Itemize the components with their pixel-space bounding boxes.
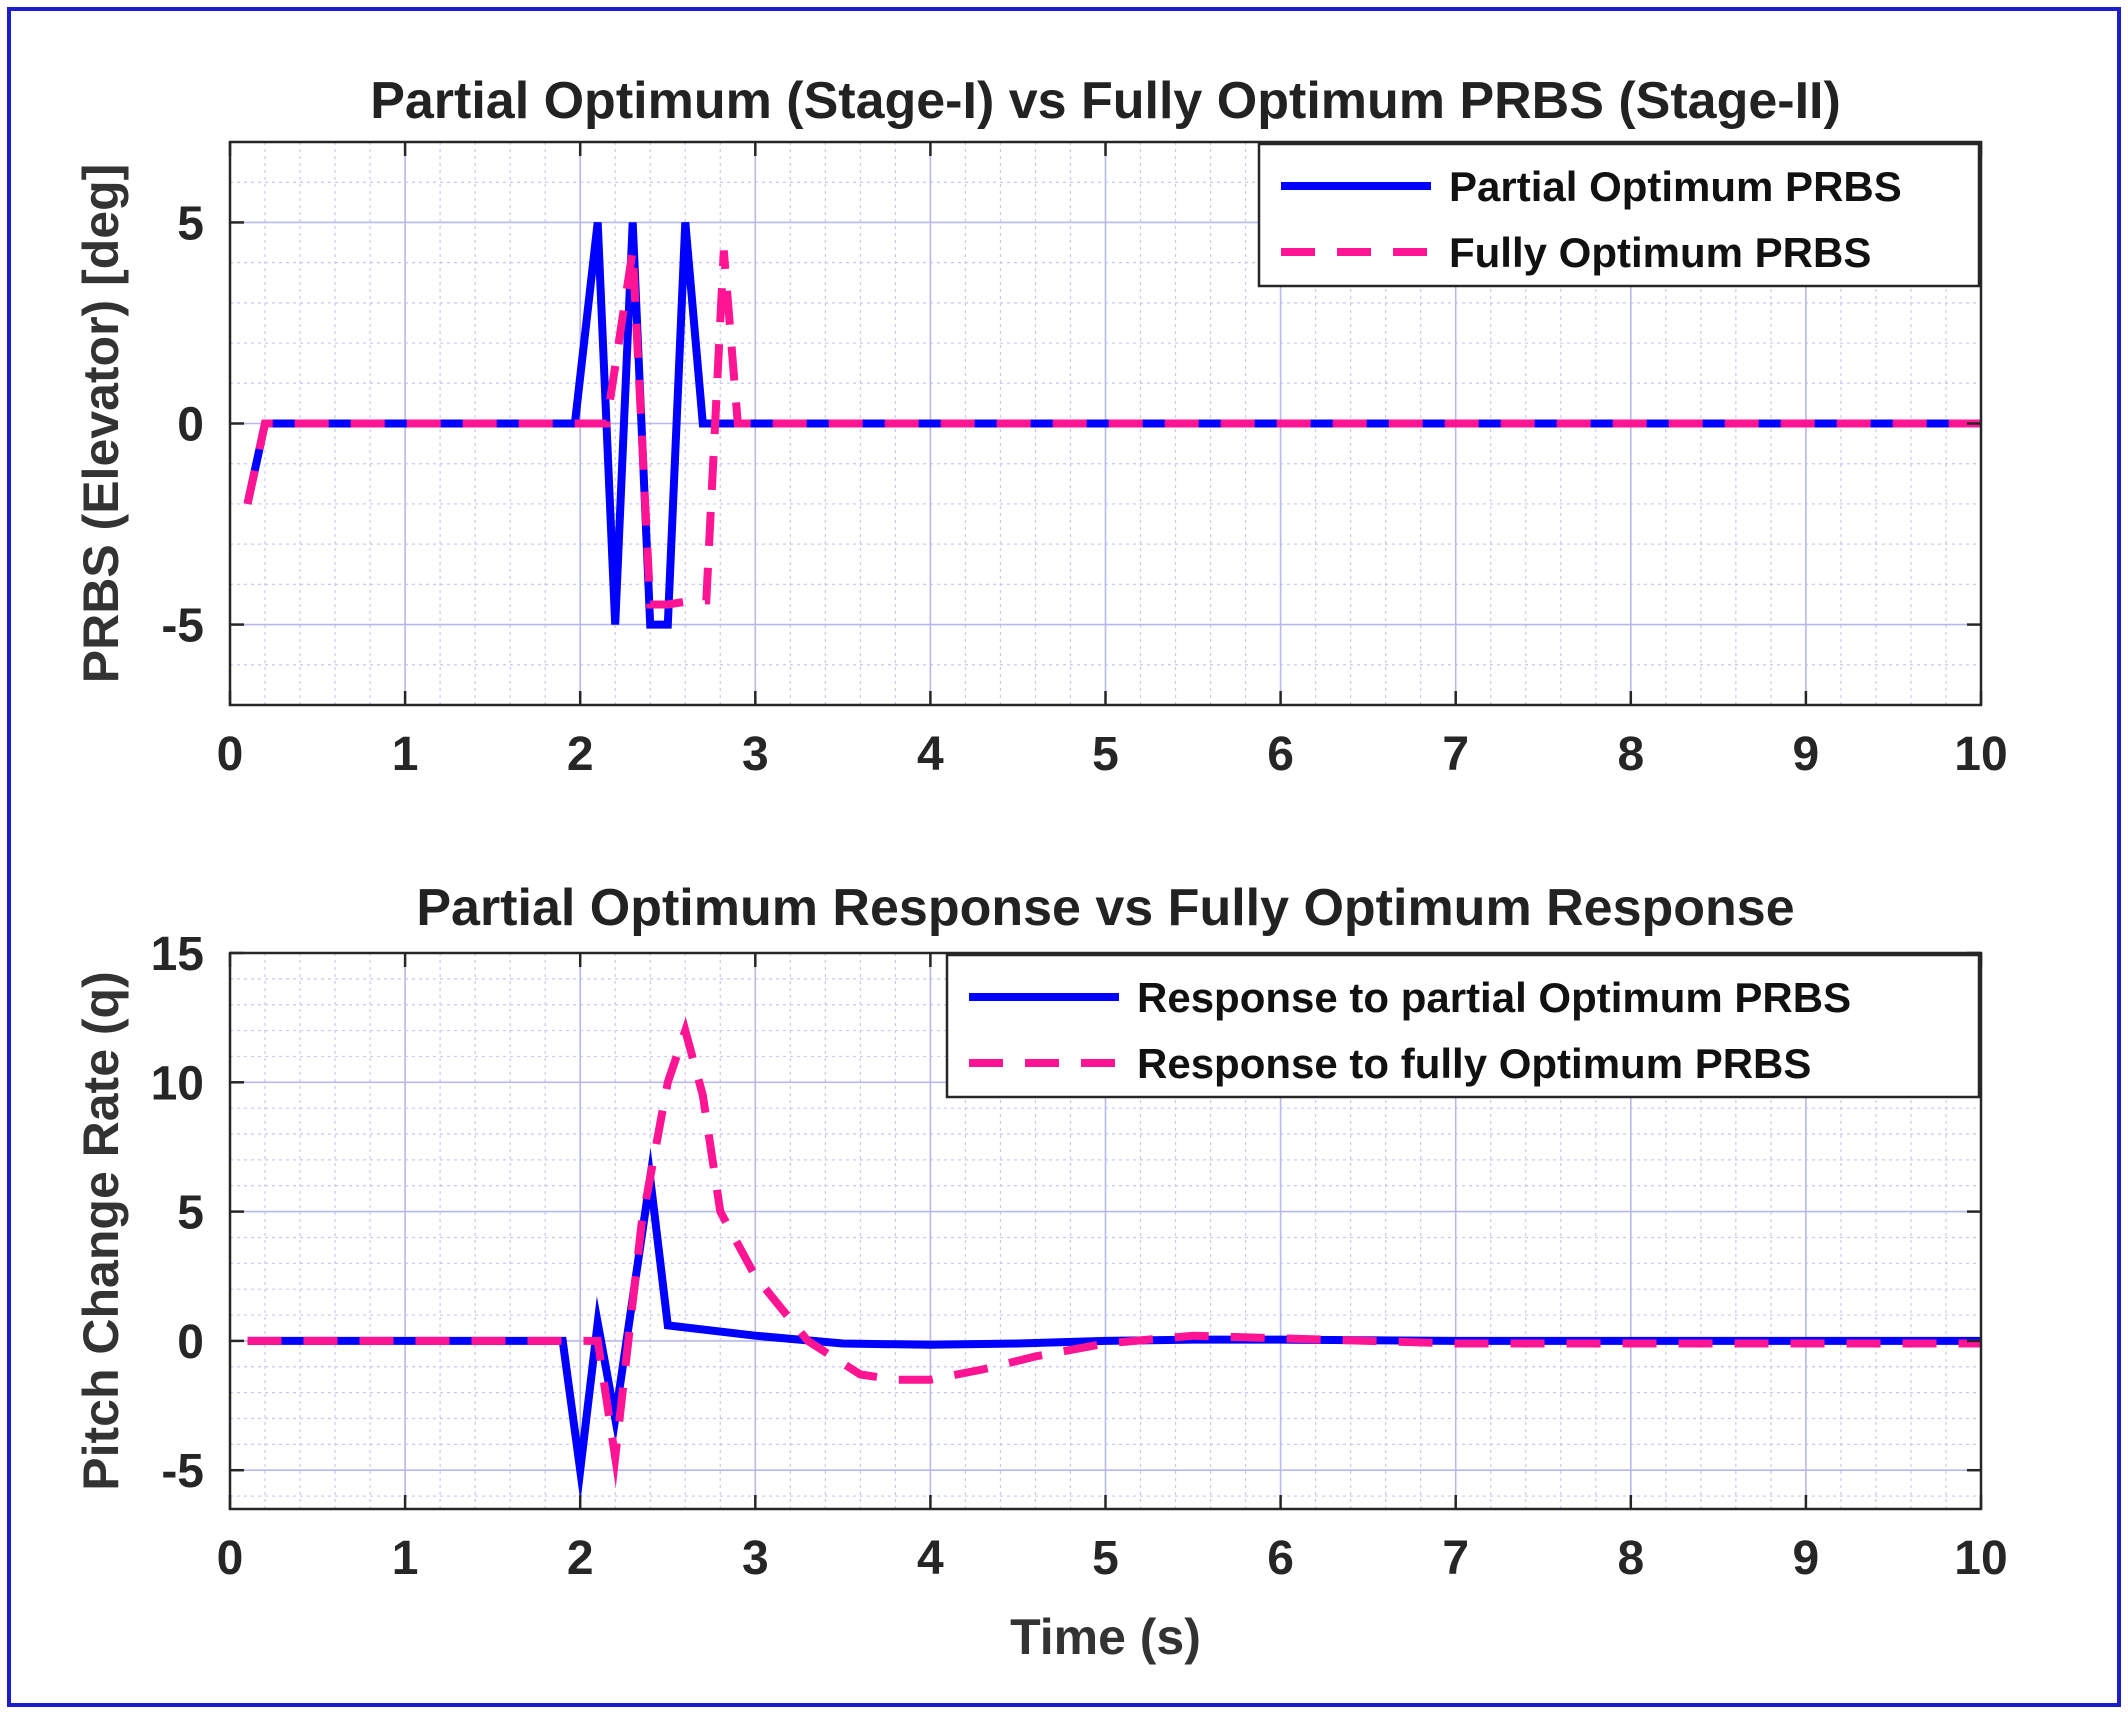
series-line-2 [247,1016,1981,1488]
x-tick-label: 0 [217,728,244,781]
y-tick-label: 0 [177,399,204,452]
x-tick-label: 8 [1617,728,1644,781]
x-tick-label: 7 [1442,1532,1469,1585]
y-tick-label: 0 [177,1316,204,1369]
x-tick-label: 3 [742,1532,769,1585]
legend: Response to partial Optimum PRBS Response… [945,953,1981,1099]
y-tick-label: -5 [161,600,204,653]
chart-title: Partial Optimum Response vs Fully Optimu… [416,879,1794,937]
y-tick-label: 10 [151,1057,204,1110]
x-tick-label: 4 [917,728,944,781]
x-tick-label: 0 [217,1532,244,1585]
legend-entry-1: Partial Optimum PRBS [1449,163,1902,210]
y-axis-label: PRBS (Elevator) [deg] [73,164,129,684]
x-tick-label: 1 [392,728,419,781]
x-tick-label: 10 [1954,1532,2007,1585]
legend-box [945,953,1981,1099]
x-tick-label: 2 [567,1532,594,1585]
y-tick-label: 5 [177,1187,204,1240]
y-tick-label: 5 [177,197,204,250]
x-tick-label: 6 [1267,728,1294,781]
legend-box [1257,142,1981,288]
y-axis-label: Pitch Change Rate (q) [73,971,129,1490]
x-axis-label: Time (s) [1010,1609,1201,1665]
x-tick-label: 5 [1092,1532,1119,1585]
series-line-2 [243,250,1981,609]
legend: Partial Optimum PRBS Fully Optimum PRBS [1257,142,1981,288]
x-tick-label: 2 [567,728,594,781]
x-tick-label: 4 [917,1532,944,1585]
x-tick-label: 1 [392,1532,419,1585]
x-tick-label: 9 [1793,728,1820,781]
x-tick-label: 9 [1793,1532,1820,1585]
chart-1: 0 1 2 3 4 5 6 7 8 9 10 -5 0 5 Partial Optimum (Stage-I… [73,72,2008,781]
x-tick-label: 10 [1954,728,2007,781]
x-tick-label: 7 [1442,728,1469,781]
legend-entry-2: Fully Optimum PRBS [1449,229,1871,276]
x-tick-label: 6 [1267,1532,1294,1585]
y-tick-label: 15 [151,928,204,981]
y-tick-label: -5 [161,1445,204,1498]
legend-entry-1: Response to partial Optimum PRBS [1137,974,1851,1021]
x-tick-label: 3 [742,728,769,781]
chart-title: Partial Optimum (Stage-I) vs Fully Optim… [370,72,1841,130]
x-tick-label: 8 [1617,1532,1644,1585]
x-tick-label: 5 [1092,728,1119,781]
legend-entry-2: Response to fully Optimum PRBS [1137,1040,1811,1087]
